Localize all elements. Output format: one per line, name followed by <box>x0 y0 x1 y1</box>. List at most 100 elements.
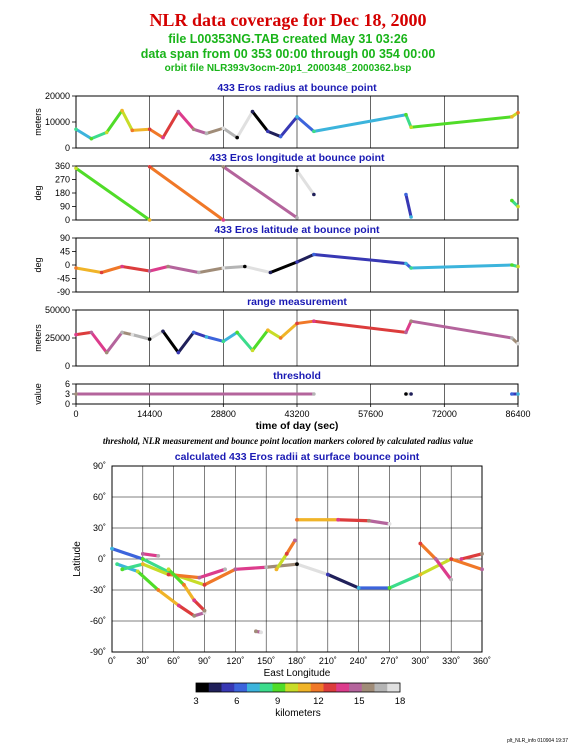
data-point <box>176 109 181 114</box>
data-segment <box>197 266 225 274</box>
map-point <box>110 546 114 551</box>
data-point <box>516 204 520 209</box>
colorbar-cell <box>247 683 261 692</box>
color-caption: threshold, NLR measurement and bounce po… <box>102 436 474 446</box>
data-point <box>161 329 165 334</box>
map-track-segment <box>233 565 268 571</box>
data-point <box>250 348 255 353</box>
data-segment <box>295 169 316 196</box>
data-segment <box>404 319 413 334</box>
map-x-tick-label: 270˚ <box>380 656 398 666</box>
data-segment <box>279 115 299 139</box>
x-tick-label: 14400 <box>137 409 162 419</box>
data-point <box>243 264 247 269</box>
y-tick-label: 3 <box>65 389 70 399</box>
data-segment <box>148 265 170 273</box>
colorbar-cell <box>349 683 363 692</box>
y-tick-label: 0 <box>65 361 70 371</box>
data-point <box>510 198 514 203</box>
data-point <box>104 350 109 355</box>
map-track-segment <box>295 562 330 577</box>
data-segment <box>250 110 270 133</box>
data-segment <box>266 328 283 340</box>
timeseries-panel <box>72 164 520 222</box>
y-tick-label: 0 <box>65 215 70 225</box>
map-point <box>387 586 392 590</box>
map-track-segment <box>418 557 453 577</box>
data-segment <box>148 165 225 222</box>
y-tick-label: 270 <box>55 175 70 185</box>
colorbar-tick-label: 18 <box>395 696 406 707</box>
data-segment <box>74 330 93 337</box>
file-info-line: file L00353NG.TAB created May 31 03:26 <box>168 32 408 46</box>
data-point <box>409 319 413 324</box>
y-tick-label: -90 <box>57 287 70 297</box>
map-track-segment <box>177 603 196 618</box>
map-track-segment <box>166 567 186 587</box>
data-segment <box>243 265 272 274</box>
timeseries-panel <box>72 309 520 367</box>
y-tick-label: 6 <box>65 379 70 389</box>
map-point <box>259 630 263 635</box>
data-point <box>510 115 514 119</box>
data-point <box>235 330 239 335</box>
data-point <box>295 260 299 264</box>
data-segment <box>221 330 239 343</box>
y-tick-label: 360 <box>55 161 70 171</box>
data-point <box>147 218 152 222</box>
data-point <box>221 218 226 222</box>
map-track-segment <box>192 598 207 613</box>
data-point <box>312 392 316 396</box>
data-segment <box>312 113 408 133</box>
colorbar-tick-label: 15 <box>354 696 365 707</box>
data-point <box>312 252 316 257</box>
data-point <box>312 192 316 197</box>
map-point <box>223 567 227 572</box>
map-point <box>166 567 171 572</box>
panel-title: threshold <box>273 370 321 382</box>
map-track-segment <box>434 557 453 582</box>
map-point <box>274 567 279 572</box>
data-point <box>516 341 520 346</box>
data-segment <box>166 265 201 274</box>
data-point <box>204 335 209 339</box>
data-segment <box>204 126 225 135</box>
colorbar-cell <box>374 683 388 692</box>
data-segment <box>105 109 124 134</box>
colorbar-cell <box>285 683 299 692</box>
colorbar-cell <box>298 683 312 692</box>
map-point <box>115 562 120 567</box>
map-title: calculated 433 Eros radii at surface bou… <box>175 451 420 463</box>
map-point <box>140 557 145 561</box>
map-point <box>120 567 125 572</box>
timeseries-panel <box>72 95 520 149</box>
map-x-tick-label: 60˚ <box>167 656 180 666</box>
panel-title: 433 Eros latitude at bounce point <box>214 224 380 236</box>
map-point <box>192 613 197 618</box>
data-segment <box>404 193 413 219</box>
map-point <box>418 541 423 546</box>
data-point <box>510 263 514 267</box>
data-point <box>268 270 273 275</box>
map-point <box>197 575 202 580</box>
colorbar-tick-label: 9 <box>275 696 280 707</box>
map-x-tick-label: 120˚ <box>226 656 244 666</box>
data-segment <box>409 263 514 270</box>
map-track-segment <box>367 519 392 526</box>
y-tick-label: 45 <box>60 247 70 257</box>
data-point <box>147 164 152 169</box>
chart-title: NLR data coverage for Dec 18, 2000 <box>149 10 427 30</box>
data-segment <box>89 130 109 141</box>
colorbar-tick-label: 3 <box>193 696 198 707</box>
y-tick-label: 0 <box>65 260 70 270</box>
map-panel <box>110 465 484 653</box>
data-point <box>409 266 413 270</box>
map-point <box>336 517 341 522</box>
data-segment <box>279 321 299 340</box>
data-segment <box>120 109 134 132</box>
data-segment <box>221 165 299 220</box>
data-segment <box>176 330 196 355</box>
data-segment <box>295 253 316 264</box>
map-point <box>295 517 299 522</box>
